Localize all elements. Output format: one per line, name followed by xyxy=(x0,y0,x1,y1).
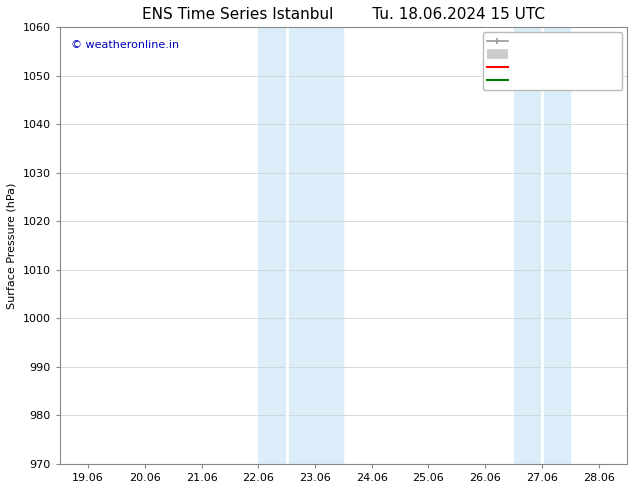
Legend: min/max, Standard deviation, Ensemble mean run, Controll run: min/max, Standard deviation, Ensemble me… xyxy=(482,32,622,90)
Bar xyxy=(514,27,571,464)
Title: ENS Time Series Istanbul        Tu. 18.06.2024 15 UTC: ENS Time Series Istanbul Tu. 18.06.2024 … xyxy=(142,7,545,22)
Bar xyxy=(258,27,344,464)
Text: © weatheronline.in: © weatheronline.in xyxy=(71,40,179,50)
Y-axis label: Surface Pressure (hPa): Surface Pressure (hPa) xyxy=(7,182,17,309)
